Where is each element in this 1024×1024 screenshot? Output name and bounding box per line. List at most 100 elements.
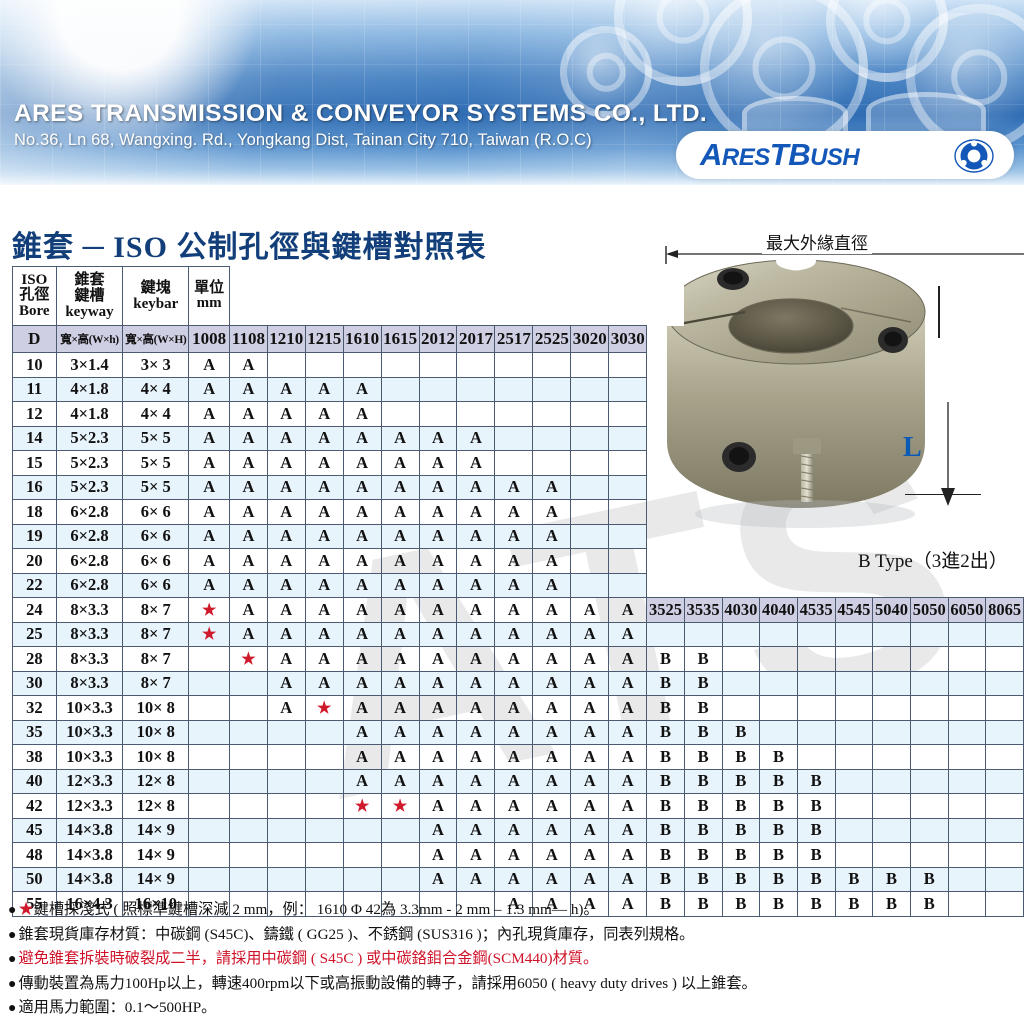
cell-3030: A xyxy=(608,768,648,794)
cell-6050 xyxy=(947,866,987,892)
grade-mark: A xyxy=(545,795,558,815)
grade-mark: A xyxy=(356,452,369,472)
grade-mark: B xyxy=(697,771,709,791)
grade-mark: A xyxy=(545,501,558,521)
grade-mark: A xyxy=(469,624,482,644)
note-text: 適用馬力範圍：0.1～500HP。 xyxy=(18,999,217,1016)
cell-1215: A xyxy=(304,499,344,525)
cell-1008: A xyxy=(188,376,231,402)
grade-mark: 22 xyxy=(26,575,43,595)
cell-1108 xyxy=(229,695,268,721)
length-base-line xyxy=(905,494,981,495)
cell-5040 xyxy=(872,817,911,843)
cell-1008: A xyxy=(188,450,231,476)
size-header-3535: 3535 xyxy=(683,597,723,623)
taper-bush-photo xyxy=(666,252,926,528)
cell-2012: A xyxy=(418,719,458,745)
bullet-icon: ● xyxy=(8,927,17,943)
grade-mark: 48 xyxy=(26,844,43,864)
cell-4535: B xyxy=(796,768,836,794)
cell-1210: A xyxy=(266,376,306,402)
cell-2525 xyxy=(532,450,572,476)
cell-5050 xyxy=(909,695,949,721)
grade-mark: A xyxy=(583,869,596,889)
cell-2517: A xyxy=(494,842,534,868)
grade-mark: A xyxy=(469,501,482,521)
grade-mark: 32 xyxy=(26,697,43,717)
grade-mark: 10×3.3 xyxy=(66,746,113,766)
grade-mark: A xyxy=(432,697,444,717)
grade-mark: B xyxy=(659,771,671,791)
cell-4535: B xyxy=(796,866,836,892)
grade-mark: B xyxy=(735,869,747,889)
cell-2525: A xyxy=(532,719,572,745)
cell-bore: 30 xyxy=(12,670,57,696)
grade-mark: A xyxy=(545,477,558,497)
cell-1615: A xyxy=(380,474,420,500)
cell-bore: 35 xyxy=(12,719,57,745)
cell-1108: A xyxy=(229,572,268,598)
cell-1610: A xyxy=(342,695,382,721)
note-line: ● 避免錐套拆裝時破裂成二半，請採用中碳鋼 ( S45C ) 或中碳鉻鉬合金鋼(S… xyxy=(8,947,1018,972)
cell-keybar: 14× 9 xyxy=(122,866,190,892)
grade-mark: A xyxy=(545,771,558,791)
grade-mark: A xyxy=(507,722,520,742)
cell-keyway: 4×1.8 xyxy=(55,401,124,427)
cell-1108: A xyxy=(229,352,268,378)
cell-keybar: 3× 3 xyxy=(122,352,190,378)
grade-mark: B xyxy=(659,844,671,864)
cell-1215: A xyxy=(304,425,344,451)
grade-mark: 8× 7 xyxy=(140,599,171,619)
length-top-tick xyxy=(938,286,940,338)
cell-8065 xyxy=(985,793,1024,819)
cell-bore: 15 xyxy=(12,450,57,476)
grade-mark: 6×2.8 xyxy=(70,526,109,546)
grade-mark: A xyxy=(507,844,520,864)
grade-mark: A xyxy=(356,599,369,619)
grade-mark: A xyxy=(242,452,255,472)
star-icon: ★ xyxy=(18,901,34,918)
grade-mark: B xyxy=(735,722,747,742)
cell-5040: B xyxy=(872,866,911,892)
cell-4545 xyxy=(834,817,874,843)
cell-3020: A xyxy=(570,866,610,892)
cell-keyway: 14×3.8 xyxy=(55,866,124,892)
cell-bore: 50 xyxy=(12,866,57,892)
grade-mark: A xyxy=(394,526,407,546)
grade-mark: 14×3.8 xyxy=(66,820,113,840)
grade-mark: A xyxy=(507,869,520,889)
grade-mark: A xyxy=(394,624,407,644)
size-header-5040: 5040 xyxy=(872,597,911,623)
cell-1615 xyxy=(380,376,420,402)
cell-1610: A xyxy=(342,450,382,476)
cell-2017 xyxy=(456,376,496,402)
cell-keybar: 4× 4 xyxy=(122,376,190,402)
grade-mark: 12× 8 xyxy=(136,795,175,815)
size-header-3030: 3030 xyxy=(608,325,648,353)
cell-1215 xyxy=(304,744,344,770)
top-dimension-line xyxy=(665,246,1024,264)
grade-mark: 12× 8 xyxy=(136,771,175,791)
cell-keybar: 10× 8 xyxy=(122,744,190,770)
size-header-3020: 3020 xyxy=(570,325,610,353)
grade-mark: A xyxy=(583,697,596,717)
cell-2517 xyxy=(494,401,534,427)
cell-2525 xyxy=(532,376,572,402)
header-spacer xyxy=(229,266,685,326)
cell-2525: A xyxy=(532,523,572,549)
cell-3525: B xyxy=(646,646,685,672)
grade-mark: A xyxy=(545,648,558,668)
grade-mark: A xyxy=(318,501,331,521)
cell-5050 xyxy=(909,793,949,819)
cell-1108: A xyxy=(229,376,268,402)
grade-mark: A xyxy=(203,354,216,374)
grade-mark: A xyxy=(469,477,482,497)
cell-1008 xyxy=(188,768,231,794)
logo-a: A xyxy=(700,137,722,172)
cell-bore: 48 xyxy=(12,842,57,868)
grade-mark: A xyxy=(621,893,634,913)
cell-1108: A xyxy=(229,523,268,549)
cell-1615: A xyxy=(380,499,420,525)
cell-2017 xyxy=(456,352,496,378)
grade-mark: 5×2.3 xyxy=(70,452,109,472)
